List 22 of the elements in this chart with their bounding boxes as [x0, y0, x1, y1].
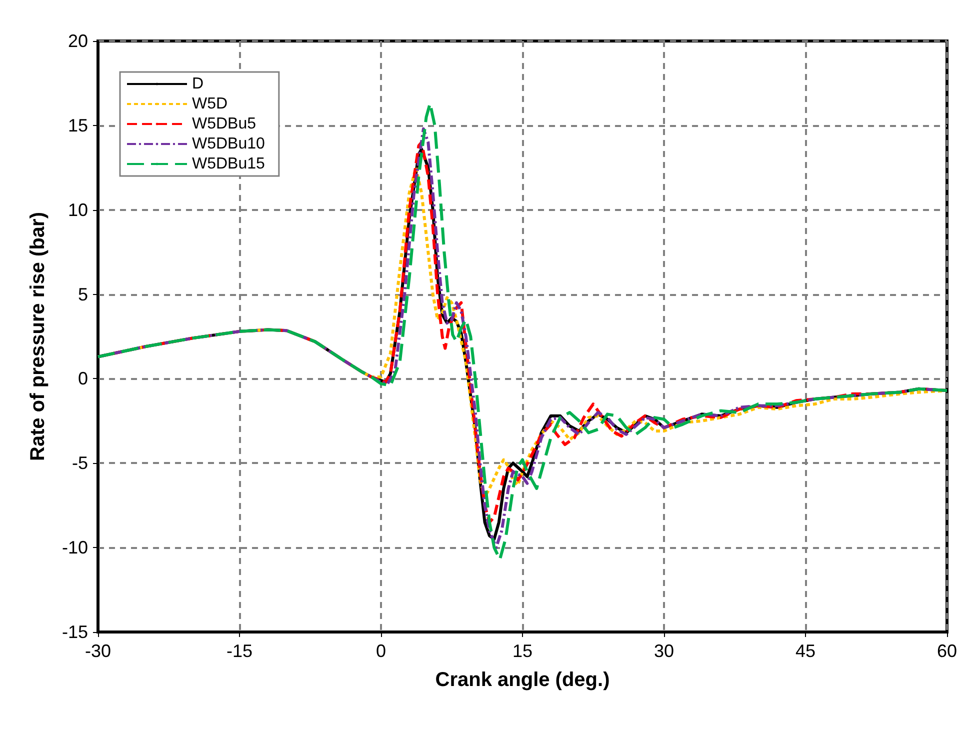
x-tick-label: -30	[84, 641, 112, 661]
y-tick-label: 0	[78, 368, 88, 389]
x-tick-label: 30	[654, 641, 674, 661]
x-tick-label: 0	[376, 641, 386, 661]
legend-label: W5DBu10	[192, 136, 266, 152]
y-tick-label: -15	[62, 622, 88, 642]
x-tick-label: 45	[795, 641, 816, 661]
y-tick-label: 15	[68, 115, 88, 136]
y-axis-title: Rate of pressure rise (bar)	[27, 212, 49, 461]
legend-label: W5D	[192, 96, 228, 112]
x-axis-title: Crank angle (deg.)	[435, 669, 610, 691]
y-tick-label: 10	[68, 200, 88, 220]
legend-label: W5DBu5	[192, 116, 256, 132]
y-tick-label: 20	[68, 31, 88, 51]
y-tick-label: 5	[78, 284, 88, 304]
legend-label: D	[192, 76, 204, 92]
legend-label: W5DBu15	[192, 156, 266, 172]
y-tick-label: -5	[72, 453, 88, 474]
x-tick-label: 60	[936, 641, 958, 661]
x-tick-label: 15	[512, 641, 533, 661]
y-tick-label: -10	[62, 538, 88, 558]
x-tick-label: -15	[226, 641, 253, 661]
